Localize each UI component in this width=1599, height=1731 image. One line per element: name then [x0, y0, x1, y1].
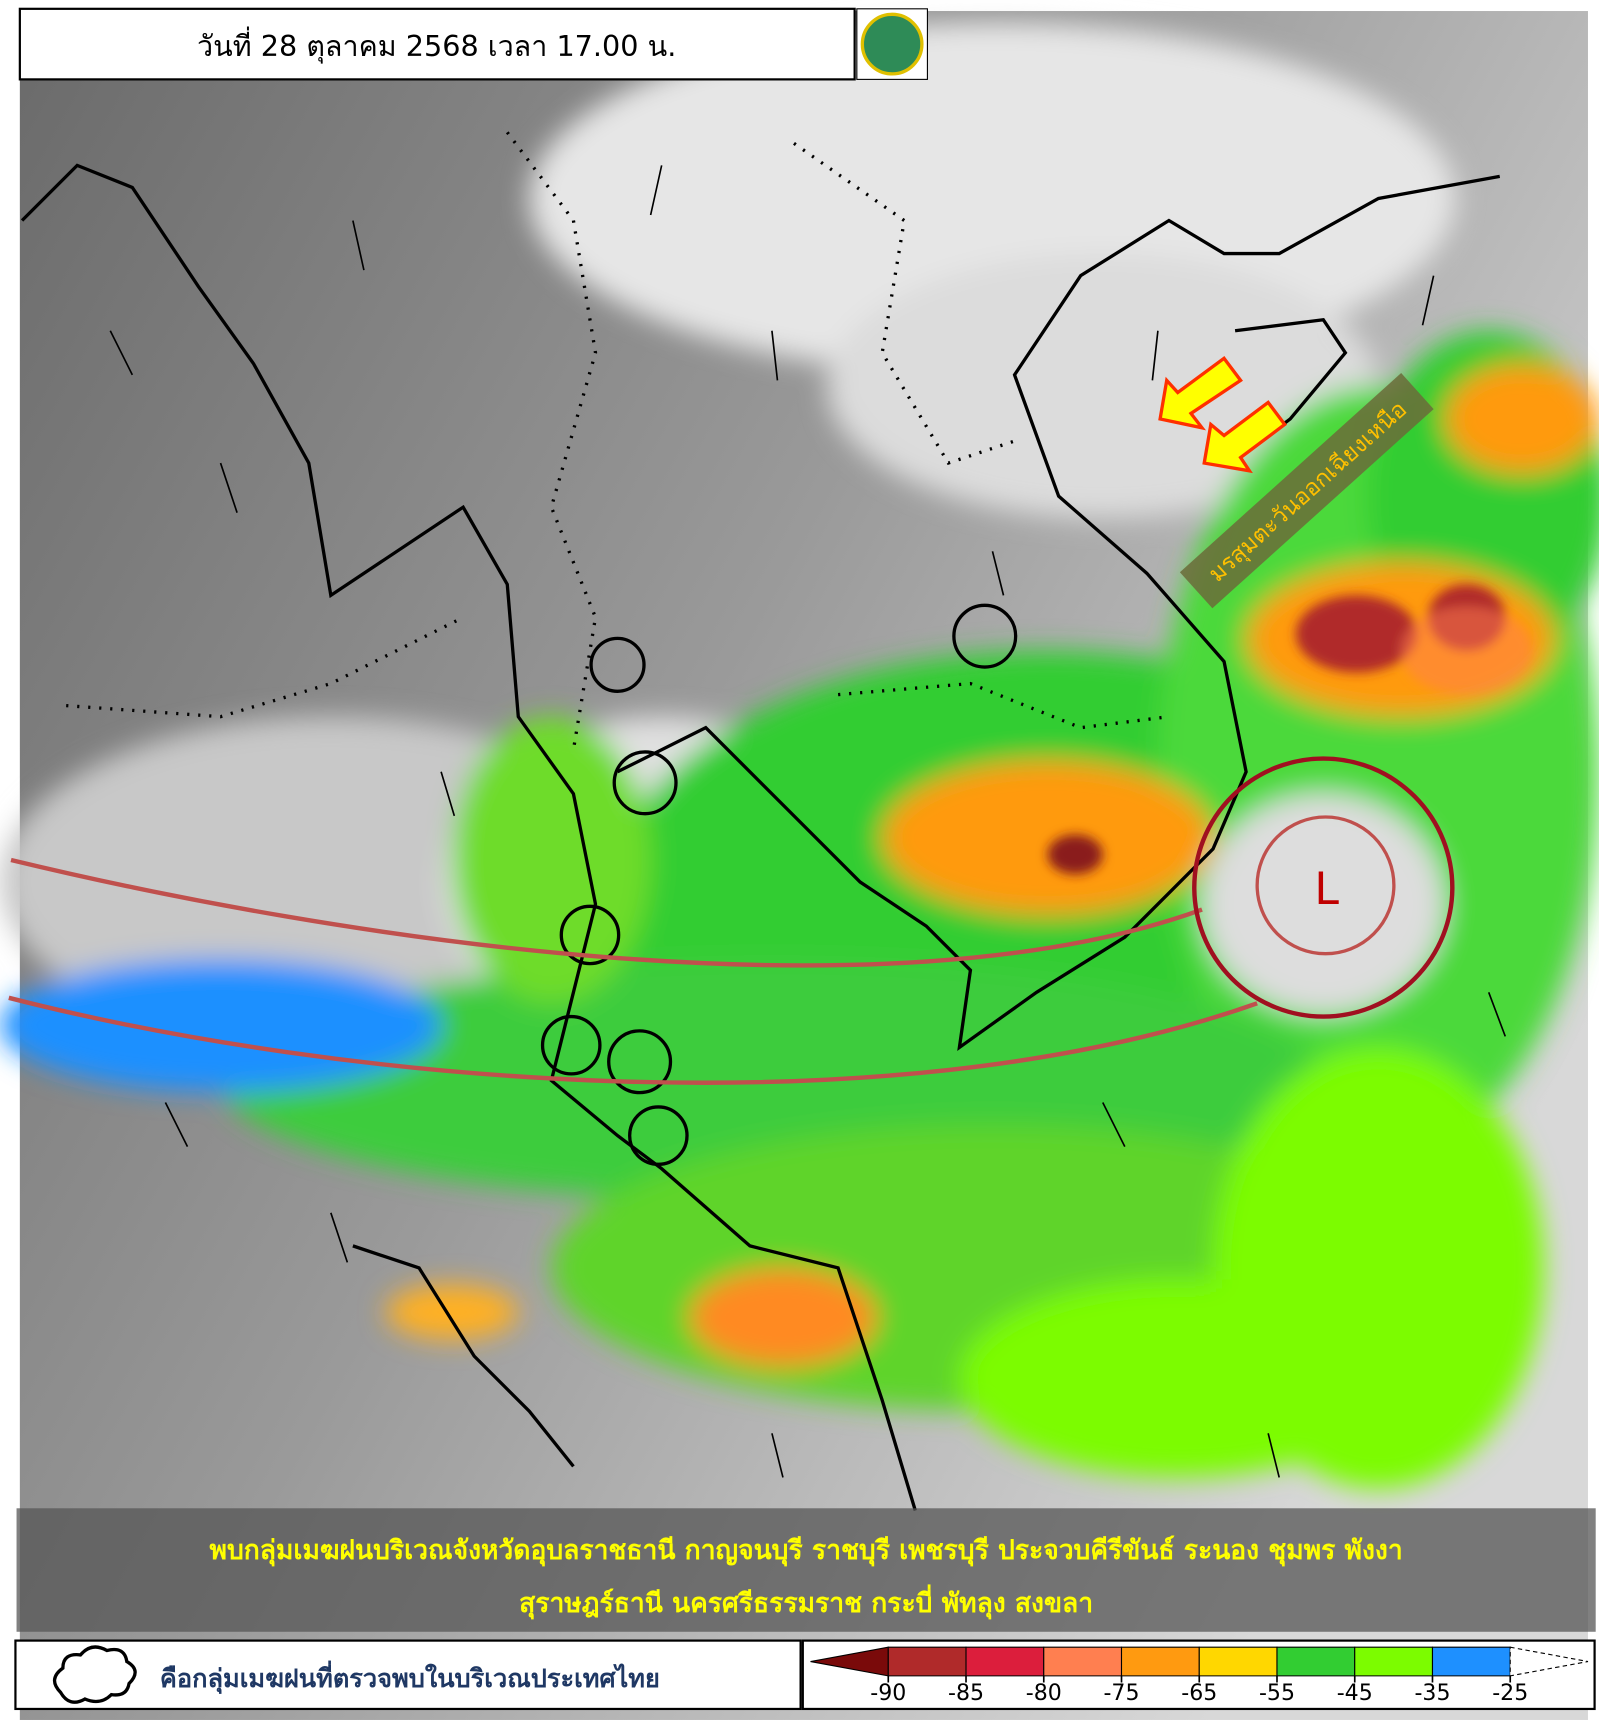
colorbar-segment — [1431, 1646, 1511, 1677]
header-box — [18, 7, 856, 81]
colorbar-tick-label: -35 — [1414, 1681, 1450, 1706]
colorbar-segment — [1198, 1646, 1278, 1677]
caption-line: สุราษฎร์ธานี นครศรีธรรมราช กระบี่ พัทลุง… — [519, 1584, 1093, 1620]
coastlines — [20, 163, 1501, 1511]
monsoon-label-bg — [1179, 373, 1434, 609]
low-pressure-ring — [1192, 756, 1455, 1019]
colorbar-tick-label: -55 — [1259, 1681, 1295, 1706]
colorbar-segment — [1354, 1646, 1434, 1677]
trough-line — [8, 995, 1258, 1085]
borders — [66, 131, 1170, 751]
caption-band — [16, 1508, 1596, 1632]
colorbar-segment — [1509, 1646, 1589, 1677]
header-title: วันที่ 28 ตุลาคม 2568 เวลา 17.00 น. — [197, 26, 676, 64]
colorbar-segment — [887, 1646, 967, 1677]
colorbar-tick-label: -80 — [1026, 1681, 1062, 1706]
legend-box — [14, 1639, 802, 1711]
colorbar-tick-label: -75 — [1103, 1681, 1139, 1706]
monsoon-arrows — [1158, 356, 1288, 474]
colorbar-segment — [1043, 1646, 1123, 1677]
cloud-icon — [52, 1645, 137, 1704]
logo — [860, 12, 924, 76]
colorbar-tick-label: -25 — [1492, 1681, 1528, 1706]
low-pressure-core — [1255, 815, 1396, 956]
caption-line: พบกลุ่มเมฆฝนบริเวณจังหวัดอุบลราชธานี กาญ… — [210, 1535, 1403, 1567]
wind-barbs — [109, 165, 1507, 1478]
legend-text: คือกลุ่มเมฆฝนที่ตรวจพบในบริเวณประเทศไทย — [160, 1660, 660, 1695]
colorbar-segment — [965, 1646, 1045, 1677]
rain-cloud-outlines — [540, 603, 1018, 1166]
trough-line — [10, 857, 1203, 968]
colorbar-tick-label: -45 — [1337, 1681, 1373, 1706]
colorbar-tick-label: -85 — [948, 1681, 984, 1706]
cloud-imagery — [0, 22, 1599, 1489]
colorbar-tick-label: -65 — [1181, 1681, 1217, 1706]
colorbar-segment — [1120, 1646, 1200, 1677]
low-label: L — [1314, 864, 1339, 915]
colorbar-segment — [1276, 1646, 1356, 1677]
colorbar: -90 -85 -80 -75 -65 -55 -45 -35 -25 — [810, 1646, 1589, 1706]
colorbar-tick-label: -90 — [870, 1681, 906, 1706]
cloud-cores — [1047, 584, 1533, 875]
